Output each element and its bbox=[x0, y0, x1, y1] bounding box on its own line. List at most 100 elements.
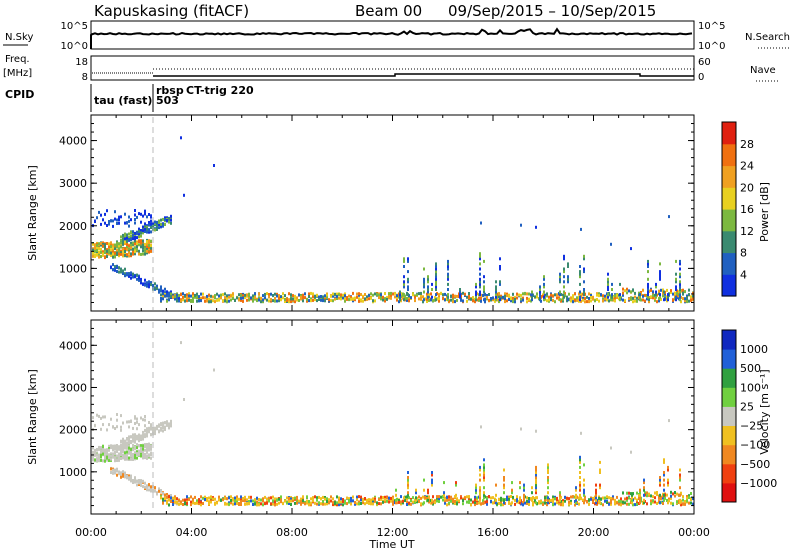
heatmap-cell bbox=[354, 296, 356, 300]
heatmap-cell bbox=[356, 292, 358, 296]
heatmap-cell bbox=[646, 494, 648, 498]
heatmap-cell bbox=[655, 282, 657, 286]
heatmap-cell bbox=[512, 296, 514, 300]
heatmap-cell bbox=[128, 435, 130, 439]
heatmap-cell bbox=[516, 499, 518, 503]
heatmap-cell bbox=[396, 296, 398, 300]
heatmap-cell bbox=[631, 493, 633, 497]
heatmap-cell bbox=[499, 298, 501, 302]
heatmap-cell bbox=[679, 486, 681, 490]
heatmap-cell bbox=[128, 236, 130, 240]
heatmap-cell bbox=[162, 292, 164, 296]
heatmap-cell bbox=[302, 293, 304, 297]
heatmap-cell bbox=[320, 295, 322, 298]
freq-label-unit: [MHz] bbox=[3, 68, 32, 79]
heatmap-cell bbox=[583, 491, 585, 495]
heatmap-cell bbox=[132, 237, 134, 241]
heatmap-cell bbox=[643, 478, 645, 482]
nave-tick-top: 60 bbox=[698, 57, 711, 68]
heatmap-cell bbox=[679, 293, 681, 297]
heatmap-cell bbox=[130, 479, 132, 483]
heatmap-cell bbox=[208, 500, 210, 504]
heatmap-cell bbox=[134, 275, 136, 279]
heatmap-cell bbox=[675, 288, 677, 291]
heatmap-cell bbox=[110, 446, 112, 450]
heatmap-cell bbox=[216, 501, 218, 505]
heatmap-cell bbox=[134, 246, 136, 250]
heatmap-cell bbox=[130, 241, 132, 245]
heatmap-cell bbox=[118, 254, 120, 258]
heatmap-cell bbox=[614, 294, 616, 298]
heatmap-cell bbox=[218, 498, 220, 502]
heatmap-cell bbox=[316, 299, 318, 303]
heatmap-cell bbox=[280, 500, 282, 504]
heatmap-cell bbox=[579, 483, 581, 487]
heatmap-cell bbox=[114, 265, 116, 269]
heatmap-cell bbox=[546, 299, 548, 303]
heatmap-cell bbox=[164, 223, 166, 226]
heatmap-cell bbox=[452, 300, 454, 304]
heatmap-cell bbox=[262, 499, 264, 503]
heatmap-cell bbox=[402, 501, 404, 505]
heatmap-cell bbox=[354, 502, 356, 506]
heatmap-cell bbox=[679, 493, 681, 497]
heatmap-cell bbox=[626, 491, 628, 495]
heatmap-cell bbox=[459, 288, 461, 291]
heatmap-cell bbox=[384, 495, 386, 499]
heatmap-cell bbox=[590, 497, 592, 501]
heatmap-cell bbox=[118, 244, 120, 247]
nsky-tick-top: 10^5 bbox=[61, 21, 88, 32]
heatmap-cell bbox=[532, 496, 534, 499]
heatmap-cell bbox=[586, 300, 588, 304]
heatmap-cell bbox=[475, 295, 477, 299]
heatmap-cell bbox=[618, 499, 620, 503]
heatmap-cell bbox=[134, 415, 136, 419]
heatmap-cell bbox=[240, 498, 242, 502]
heatmap-cell bbox=[102, 448, 104, 452]
heatmap-cell bbox=[146, 248, 148, 251]
heatmap-cell bbox=[675, 259, 677, 263]
heatmap-cell bbox=[528, 503, 530, 506]
heatmap-cell bbox=[124, 253, 126, 257]
heatmap-cell bbox=[526, 296, 528, 300]
heatmap-cell bbox=[308, 295, 310, 299]
heatmap-cell bbox=[188, 292, 190, 296]
velocity-ylabel: Slant Range [km] bbox=[26, 369, 39, 465]
heatmap-cell bbox=[240, 293, 242, 297]
heatmap-cell bbox=[531, 295, 533, 299]
heatmap-cell bbox=[322, 495, 324, 499]
heatmap-cell bbox=[407, 285, 409, 289]
heatmap-cell bbox=[98, 247, 100, 250]
heatmap-cell bbox=[643, 501, 645, 505]
heatmap-cell bbox=[575, 488, 577, 492]
heatmap-cell bbox=[146, 215, 148, 219]
heatmap-cell bbox=[102, 459, 104, 463]
heatmap-cell bbox=[138, 450, 140, 454]
heatmap-cell bbox=[346, 502, 348, 506]
heatmap-cell bbox=[208, 496, 210, 500]
heatmap-cell bbox=[130, 457, 132, 461]
heatmap-cell bbox=[636, 502, 638, 506]
heatmap-cell bbox=[670, 289, 672, 293]
heatmap-cell bbox=[140, 231, 142, 235]
heatmap-cell bbox=[692, 497, 694, 501]
heatmap-cell bbox=[547, 486, 549, 490]
heatmap-cell bbox=[256, 503, 258, 507]
heatmap-cell bbox=[575, 486, 577, 490]
heatmap-cell bbox=[96, 453, 98, 457]
heatmap-cell bbox=[368, 498, 370, 502]
heatmap-cell bbox=[134, 451, 136, 455]
colorbar-swatch bbox=[722, 209, 736, 232]
heatmap-cell bbox=[406, 497, 408, 500]
heatmap-cell bbox=[448, 498, 450, 502]
heatmap-cell bbox=[459, 293, 461, 297]
heatmap-cell bbox=[435, 262, 437, 266]
heatmap-cell bbox=[296, 298, 298, 302]
heatmap-cell bbox=[622, 298, 624, 302]
heatmap-cell bbox=[667, 295, 669, 299]
heatmap-cell bbox=[300, 294, 302, 298]
heatmap-cell bbox=[648, 492, 650, 496]
heatmap-cell bbox=[512, 299, 514, 303]
heatmap-cell bbox=[226, 294, 228, 298]
heatmap-cell bbox=[654, 298, 656, 302]
